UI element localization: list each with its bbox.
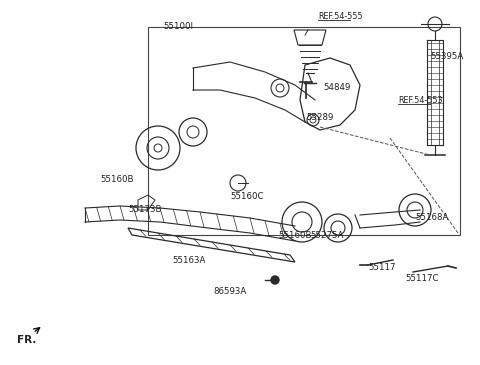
Text: 55160B: 55160B — [100, 175, 134, 184]
Text: 55395A: 55395A — [430, 52, 463, 61]
Circle shape — [271, 276, 279, 284]
Text: 55163A: 55163A — [172, 256, 205, 265]
Text: REF.54-555: REF.54-555 — [318, 12, 362, 21]
Text: REF.54-553: REF.54-553 — [398, 96, 443, 105]
Text: 55117C: 55117C — [405, 274, 439, 283]
Text: 55168A: 55168A — [415, 213, 448, 222]
Text: 86593A: 86593A — [213, 287, 246, 296]
Text: 55117: 55117 — [368, 263, 396, 272]
Text: 55275A: 55275A — [310, 231, 343, 240]
Text: FR.: FR. — [17, 335, 36, 345]
Text: 55160C: 55160C — [230, 192, 264, 201]
Text: 55173B: 55173B — [128, 205, 161, 214]
Text: 55289: 55289 — [306, 113, 334, 122]
Text: 55100I: 55100I — [163, 22, 193, 31]
Text: 55160B: 55160B — [278, 231, 312, 240]
Text: 54849: 54849 — [323, 83, 350, 92]
